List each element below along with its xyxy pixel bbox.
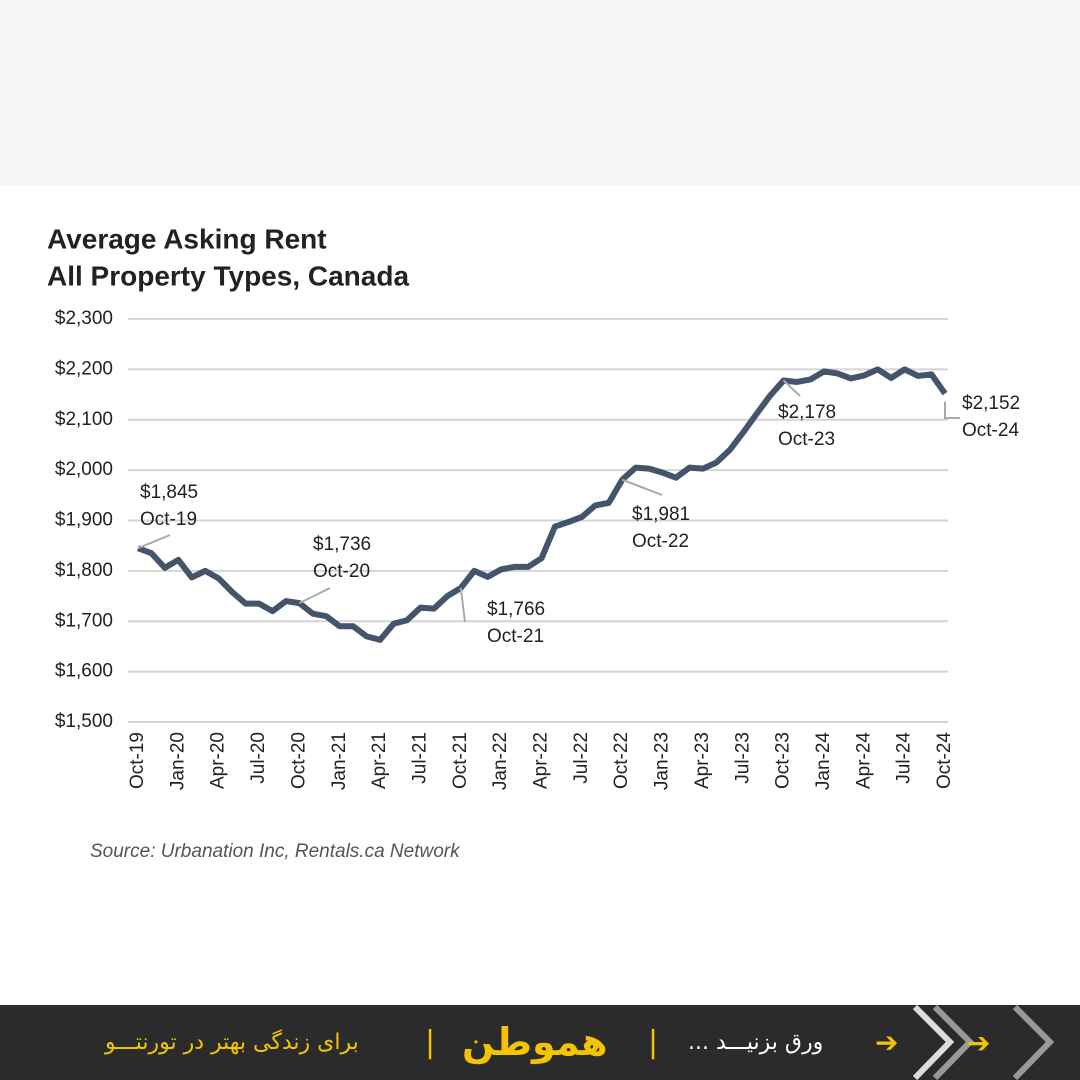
- top-band: [0, 0, 1080, 185]
- chevrons: ➔: [912, 1005, 1055, 1080]
- x-tick-label: Jul-22: [571, 732, 592, 784]
- annotation-date: Oct-22: [632, 531, 689, 552]
- chart-title: All Property Types, Canada: [47, 260, 409, 291]
- data-line: [136, 366, 948, 643]
- x-tick-label: Jan-24: [813, 732, 834, 791]
- chart: Average Asking Rent All Property Types, …: [0, 0, 1080, 863]
- y-tick-label: $1,700: [55, 610, 113, 631]
- annotation-value: $1,981: [632, 504, 690, 525]
- x-tick-label: Apr-22: [531, 732, 552, 789]
- annotation-date: Oct-19: [140, 509, 197, 530]
- annotation-date: Oct-20: [313, 561, 370, 582]
- y-tick-label: $1,600: [55, 661, 113, 682]
- leader-line: [944, 401, 960, 419]
- x-tick-label: Jan-20: [167, 732, 188, 790]
- x-tick-label: Oct-21: [450, 732, 471, 789]
- y-tick-label: $1,800: [55, 560, 113, 581]
- annotation-date: Oct-24: [962, 420, 1019, 441]
- x-tick-label: Jul-21: [409, 732, 430, 784]
- footer: برای زندگی بهتر در تورنتـــو | هموطن | و…: [0, 1005, 1080, 1080]
- leader-line: [782, 379, 801, 397]
- leader-line: [298, 587, 331, 605]
- x-tick-label: Apr-20: [208, 732, 229, 789]
- separator: |: [648, 1025, 659, 1060]
- leader-line: [459, 587, 466, 623]
- x-tick-label: Oct-20: [288, 732, 309, 789]
- x-tick-label: Jan-23: [652, 732, 673, 790]
- x-tick-label: Apr-21: [369, 732, 390, 789]
- source: Source: Urbanation Inc, Rentals.ca Netwo…: [90, 841, 461, 862]
- x-tick-label: Jan-22: [490, 732, 511, 790]
- x-tick-label: Oct-24: [934, 732, 955, 789]
- x-tick-label: Jul-23: [732, 732, 753, 784]
- x-tick-label: Jan-21: [329, 732, 350, 790]
- separator: |: [425, 1025, 436, 1060]
- annotation-value: $1,766: [487, 599, 545, 620]
- annotation-date: Oct-23: [778, 429, 835, 450]
- y-tick-label: $1,900: [55, 510, 113, 531]
- x-tick-label: Oct-23: [773, 732, 794, 789]
- svg-text:➔: ➔: [967, 1027, 990, 1058]
- arrow[interactable]: ➔: [875, 1026, 899, 1059]
- x-tick-label: Oct-22: [611, 732, 632, 789]
- y-tick-label: $2,300: [55, 308, 113, 329]
- annotation-date: Oct-21: [487, 626, 544, 647]
- x-tick-label: Jul-24: [894, 732, 915, 784]
- leader-line: [621, 478, 663, 496]
- y-tick-label: $2,000: [55, 459, 113, 480]
- swipe-hint[interactable]: ورق بزنیـــد ...: [688, 1030, 824, 1055]
- chart-title: Average Asking Rent: [47, 223, 327, 254]
- annotation-value: $1,845: [140, 482, 198, 503]
- annotation-value: $1,736: [313, 534, 371, 555]
- annotation-value: $2,178: [778, 402, 836, 423]
- y-tick-label: $2,100: [55, 409, 113, 430]
- x-tick-label: Jul-20: [248, 732, 269, 784]
- y-tick-label: $1,500: [55, 711, 113, 732]
- x-tick-label: Apr-23: [692, 732, 713, 789]
- leader-line: [137, 534, 171, 550]
- tagline: برای زندگی بهتر در تورنتـــو: [105, 1030, 359, 1055]
- annotation-value: $2,152: [962, 393, 1020, 414]
- x-tick-label: Oct-19: [127, 732, 148, 789]
- y-tick-label: $2,200: [55, 358, 113, 379]
- logo: هموطن: [462, 1020, 608, 1064]
- x-tick-label: Apr-24: [853, 732, 874, 789]
